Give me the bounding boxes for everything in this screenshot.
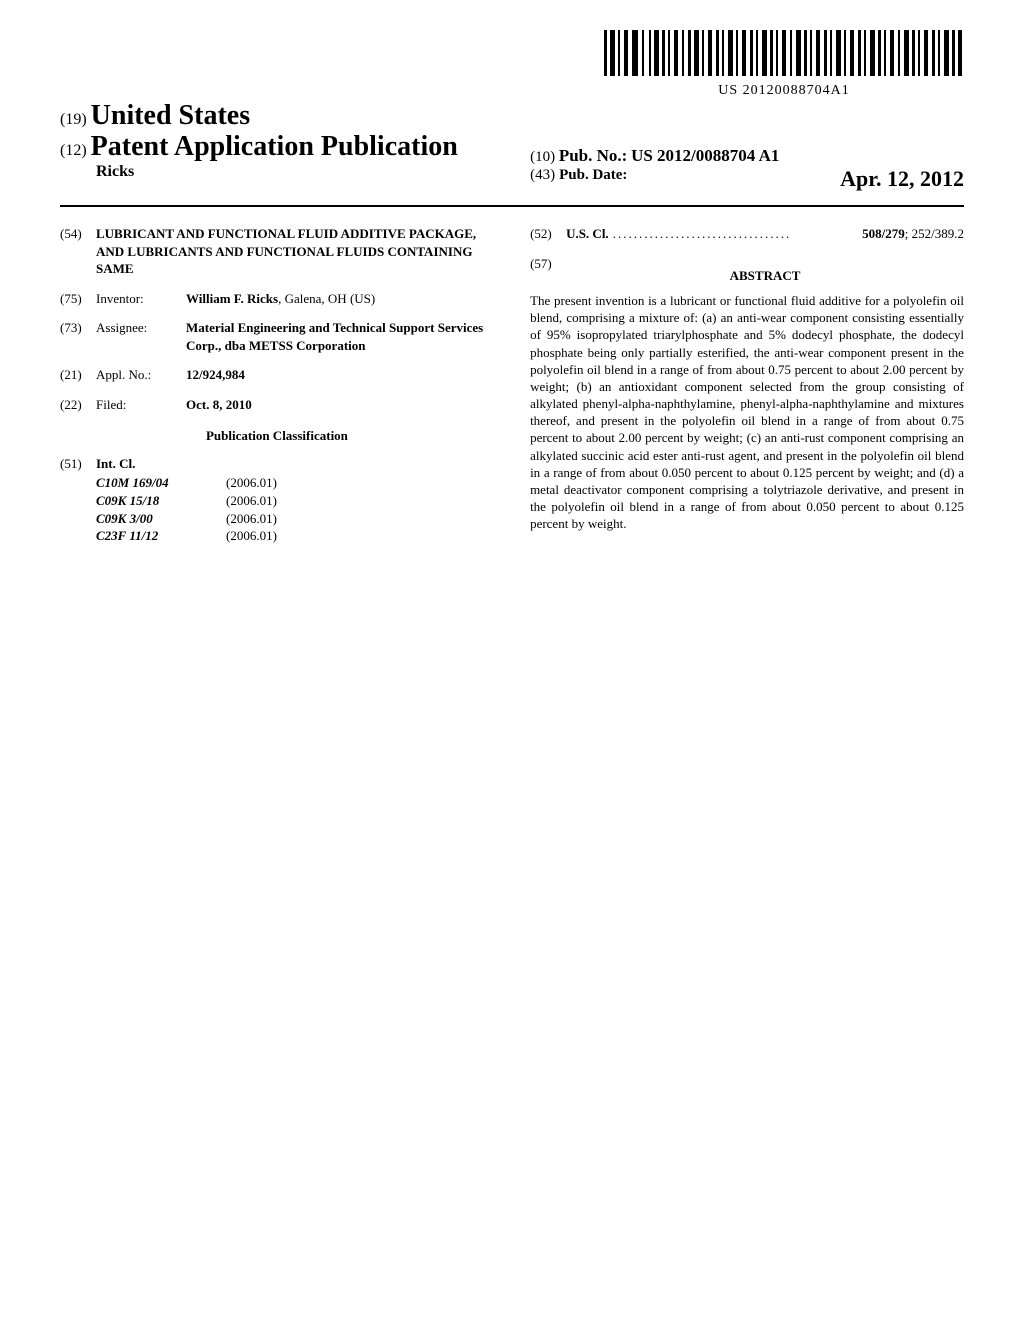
assignee-label: Assignee:: [96, 319, 186, 354]
pubdate-inid: (43): [530, 167, 555, 183]
pub-classification-heading: Publication Classification: [60, 427, 494, 445]
barcode-text: US 20120088704A1: [604, 83, 964, 99]
ipc-row: C09K 15/18(2006.01): [96, 492, 494, 510]
ipc-code: C09K 3/00: [96, 510, 226, 528]
inventor-name: William F. Ricks: [186, 291, 278, 306]
inventor-field: (75) Inventor: William F. Ricks, Galena,…: [60, 290, 494, 308]
applno-label: Appl. No.:: [96, 366, 186, 384]
barcode-icon: [604, 30, 964, 76]
pubno-inid: (10): [530, 149, 555, 165]
jurisdiction-inid: (19): [60, 111, 87, 128]
assignee-field: (73) Assignee: Material Engineering and …: [60, 319, 494, 354]
inventor-loc: , Galena, OH (US): [278, 291, 375, 306]
pubno: US 2012/0088704 A1: [631, 146, 779, 165]
title-field: (54) LUBRICANT AND FUNCTIONAL FLUID ADDI…: [60, 225, 494, 278]
divider-rule: [60, 205, 964, 207]
publication-type: Patent Application Publication: [91, 131, 458, 162]
left-column: (54) LUBRICANT AND FUNCTIONAL FLUID ADDI…: [60, 225, 512, 545]
pubdate: Apr. 12, 2012: [840, 166, 964, 192]
body: (54) LUBRICANT AND FUNCTIONAL FLUID ADDI…: [60, 225, 964, 545]
assignee-name: Material Engineering and Technical Suppo…: [186, 319, 494, 354]
header-right: (10) Pub. No.: US 2012/0088704 A1 (43) P…: [530, 100, 964, 192]
uscl-field: (52) U.S. Cl. ..........................…: [530, 225, 964, 243]
uscl-dots: ..................................: [609, 225, 862, 243]
abstract-heading: ABSTRACT: [566, 267, 964, 285]
abstract-heading-row: (57) ABSTRACT: [530, 255, 964, 291]
country: United States: [91, 100, 250, 131]
applno-inid: (21): [60, 366, 96, 384]
abstract-text: The present invention is a lubricant or …: [530, 292, 964, 532]
header-left: (19) United States (12) Patent Applicati…: [60, 100, 512, 181]
header: (19) United States (12) Patent Applicati…: [60, 100, 964, 192]
uscl-primary: 508/279: [862, 226, 905, 241]
applno-field: (21) Appl. No.: 12/924,984: [60, 366, 494, 384]
applno: 12/924,984: [186, 366, 494, 384]
pubdate-label: Pub. Date:: [559, 167, 627, 183]
filed-date: Oct. 8, 2010: [186, 396, 494, 414]
uscl-secondary: ; 252/389.2: [905, 226, 964, 241]
ipc-code: C09K 15/18: [96, 492, 226, 510]
barcode-block: US 20120088704A1: [604, 30, 964, 99]
uscl-label: U.S. Cl.: [566, 225, 609, 243]
pubtype-inid: (12): [60, 142, 87, 159]
filed-inid: (22): [60, 396, 96, 414]
ipc-ver: (2006.01): [226, 527, 277, 545]
ipc-ver: (2006.01): [226, 474, 277, 492]
invention-title: LUBRICANT AND FUNCTIONAL FLUID ADDITIVE …: [96, 225, 494, 278]
uscl-inid: (52): [530, 225, 566, 243]
assignee-inid: (73): [60, 319, 96, 354]
ipc-code: C23F 11/12: [96, 527, 226, 545]
intcl-inid: (51): [60, 455, 96, 473]
inventor-label: Inventor:: [96, 290, 186, 308]
filed-field: (22) Filed: Oct. 8, 2010: [60, 396, 494, 414]
inventor-inid: (75): [60, 290, 96, 308]
intcl-field: (51) Int. Cl.: [60, 455, 494, 473]
right-column: (52) U.S. Cl. ..........................…: [512, 225, 964, 532]
ipc-row: C10M 169/04(2006.01): [96, 474, 494, 492]
filed-label: Filed:: [96, 396, 186, 414]
ipc-row: C23F 11/12(2006.01): [96, 527, 494, 545]
ipc-ver: (2006.01): [226, 510, 277, 528]
ipc-row: C09K 3/00(2006.01): [96, 510, 494, 528]
title-inid: (54): [60, 225, 96, 278]
pubno-label: Pub. No.:: [559, 146, 627, 165]
author-line: Ricks: [96, 163, 512, 181]
ipc-code: C10M 169/04: [96, 474, 226, 492]
intcl-label: Int. Cl.: [96, 455, 494, 473]
ipc-table: C10M 169/04(2006.01) C09K 15/18(2006.01)…: [96, 474, 494, 544]
ipc-ver: (2006.01): [226, 492, 277, 510]
abstract-inid: (57): [530, 255, 566, 291]
